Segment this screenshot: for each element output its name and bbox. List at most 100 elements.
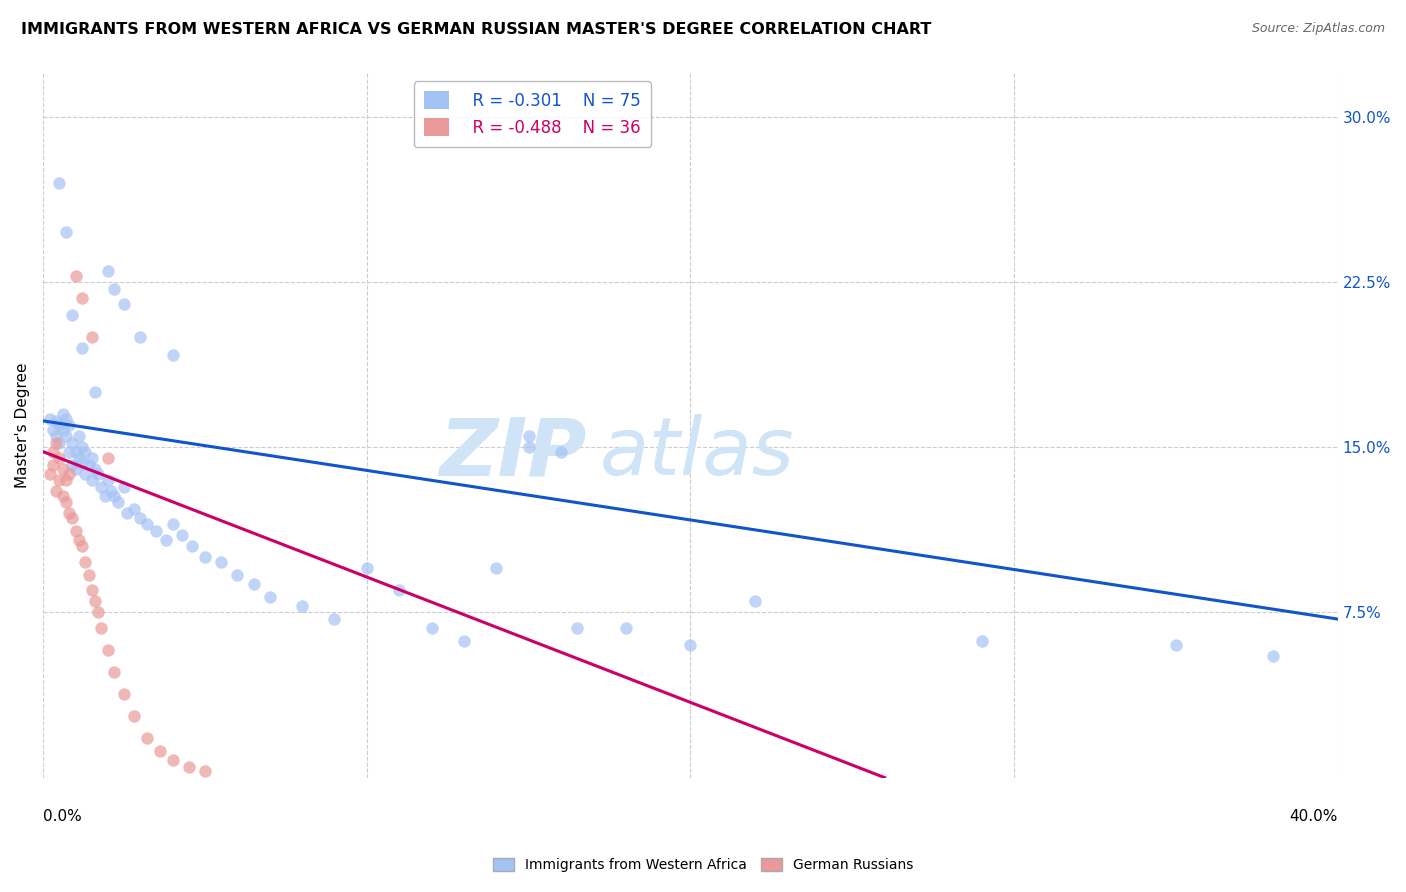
Point xyxy=(52,407,75,421)
Point xyxy=(129,330,152,344)
Point xyxy=(485,561,508,575)
Point xyxy=(67,533,90,547)
Point xyxy=(744,594,766,608)
Point xyxy=(84,594,107,608)
Point xyxy=(107,495,129,509)
Point xyxy=(453,634,475,648)
Point xyxy=(70,440,93,454)
Point xyxy=(162,348,184,362)
Point xyxy=(84,462,107,476)
Point xyxy=(55,225,77,239)
Point xyxy=(80,451,103,466)
Point xyxy=(77,458,100,472)
Point xyxy=(60,308,83,322)
Point xyxy=(356,561,378,575)
Point xyxy=(80,330,103,344)
Point xyxy=(226,568,249,582)
Point xyxy=(614,621,637,635)
Point xyxy=(70,540,93,554)
Point xyxy=(209,555,232,569)
Point xyxy=(242,576,264,591)
Point xyxy=(97,264,120,278)
Point xyxy=(112,687,135,701)
Point xyxy=(80,583,103,598)
Point xyxy=(1261,649,1284,664)
Text: atlas: atlas xyxy=(600,415,794,492)
Text: ZIP: ZIP xyxy=(440,415,586,492)
Y-axis label: Master's Degree: Master's Degree xyxy=(15,362,30,488)
Text: 0.0%: 0.0% xyxy=(44,809,82,824)
Point xyxy=(162,753,184,767)
Point xyxy=(517,429,540,443)
Point xyxy=(388,583,411,598)
Point xyxy=(52,423,75,437)
Point xyxy=(970,634,993,648)
Point xyxy=(65,462,87,476)
Point xyxy=(65,444,87,458)
Point xyxy=(149,744,172,758)
Point xyxy=(122,502,145,516)
Point xyxy=(181,540,204,554)
Point xyxy=(48,451,70,466)
Point xyxy=(70,341,93,355)
Point xyxy=(48,418,70,433)
Point xyxy=(97,451,120,466)
Point xyxy=(52,462,75,476)
Point xyxy=(129,510,152,524)
Point xyxy=(55,411,77,425)
Point xyxy=(48,176,70,190)
Point xyxy=(177,759,200,773)
Point xyxy=(97,473,120,487)
Point xyxy=(48,436,70,450)
Point xyxy=(58,507,80,521)
Point xyxy=(172,528,194,542)
Point xyxy=(60,510,83,524)
Point xyxy=(90,480,112,494)
Point xyxy=(55,473,77,487)
Point xyxy=(75,555,97,569)
Point xyxy=(100,484,122,499)
Point xyxy=(162,517,184,532)
Point xyxy=(77,568,100,582)
Point xyxy=(259,590,281,604)
Point xyxy=(103,489,125,503)
Point xyxy=(84,385,107,400)
Point xyxy=(70,456,93,470)
Point xyxy=(45,414,67,428)
Text: 40.0%: 40.0% xyxy=(1289,809,1337,824)
Point xyxy=(42,458,65,472)
Point xyxy=(55,429,77,443)
Point xyxy=(60,458,83,472)
Point xyxy=(323,612,346,626)
Point xyxy=(420,621,443,635)
Point xyxy=(60,436,83,450)
Point xyxy=(117,507,139,521)
Point xyxy=(103,282,125,296)
Point xyxy=(58,467,80,481)
Point xyxy=(90,621,112,635)
Point xyxy=(58,444,80,458)
Point xyxy=(67,429,90,443)
Point xyxy=(52,489,75,503)
Point xyxy=(75,444,97,458)
Point xyxy=(38,411,60,425)
Point xyxy=(65,268,87,283)
Point xyxy=(97,643,120,657)
Point xyxy=(550,444,572,458)
Point xyxy=(45,484,67,499)
Legend: Immigrants from Western Africa, German Russians: Immigrants from Western Africa, German R… xyxy=(488,853,918,878)
Point xyxy=(87,467,110,481)
Point xyxy=(194,764,217,778)
Point xyxy=(122,709,145,723)
Point xyxy=(87,606,110,620)
Text: Source: ZipAtlas.com: Source: ZipAtlas.com xyxy=(1251,22,1385,36)
Point xyxy=(45,429,67,443)
Point xyxy=(42,423,65,437)
Legend:   R = -0.301    N = 75,   R = -0.488    N = 36: R = -0.301 N = 75, R = -0.488 N = 36 xyxy=(413,81,651,147)
Point xyxy=(55,495,77,509)
Point xyxy=(75,467,97,481)
Point xyxy=(135,731,157,745)
Point xyxy=(48,473,70,487)
Point xyxy=(93,489,115,503)
Point xyxy=(517,440,540,454)
